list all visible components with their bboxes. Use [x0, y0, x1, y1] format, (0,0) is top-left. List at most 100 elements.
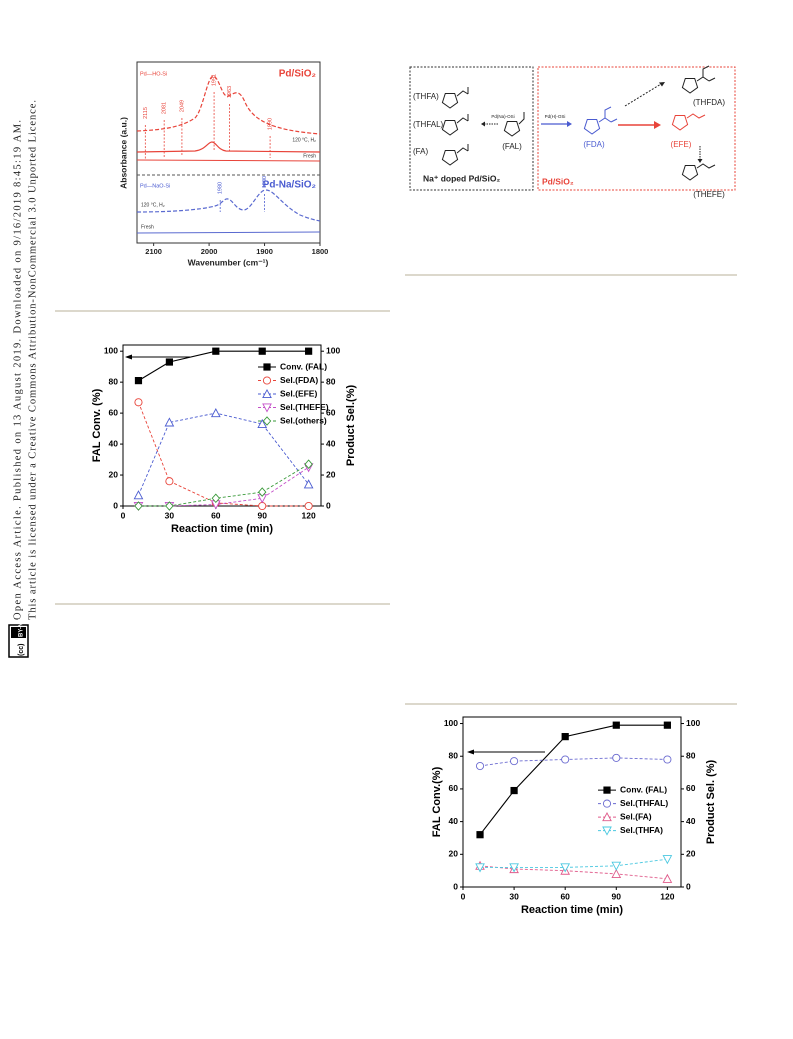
- y2-axis-label: Product Sel. (%): [705, 759, 717, 844]
- peak-label: 2081: [162, 102, 168, 114]
- ir-frame: [136, 61, 321, 244]
- plot-frame: [122, 344, 322, 507]
- ir-tag: Pd—NaO-Si: [140, 183, 170, 189]
- arrowhead: [567, 121, 572, 127]
- compound-label: (FDA): [583, 140, 605, 149]
- compound-label: (FA): [413, 147, 428, 156]
- compound-label: (THFA): [413, 92, 439, 101]
- ir-condition: 120 °C, H₂: [141, 202, 165, 208]
- x-axis-label: Reaction time (min): [521, 904, 623, 916]
- ir-figure: Pd—HO-Si Pd/SiO₂ 120 °C, H₂ Fresh Pd—NaO…: [118, 61, 328, 267]
- molecule-ring: [671, 115, 689, 131]
- axis-arrowhead: [467, 749, 474, 755]
- y2-tick-label: 60: [686, 783, 696, 793]
- y-tick-label: 80: [449, 750, 459, 760]
- marker: [134, 501, 143, 511]
- molecule-chain: [686, 113, 706, 119]
- ir-curve-pd-dashed: [136, 75, 321, 135]
- ir-curve-pdna-fresh: [136, 231, 321, 234]
- marker: [164, 417, 175, 427]
- peak-label: 1963: [227, 86, 233, 98]
- y-tick-label: 80: [109, 376, 119, 386]
- arrowhead: [654, 121, 661, 129]
- series-line: [479, 865, 668, 880]
- ir-curve-pd-fresh: [136, 159, 321, 162]
- x-tick-label: 0: [121, 510, 126, 520]
- molecule-chain: [456, 114, 469, 124]
- molecule-ring: [583, 119, 601, 135]
- series-line: [138, 466, 309, 507]
- legend-marker: [602, 799, 612, 808]
- marker: [165, 358, 174, 366]
- legend-label: Sel.(THFAL): [620, 798, 668, 808]
- x-tick-label: 30: [165, 510, 175, 520]
- molecule-ring: [441, 93, 459, 109]
- compound-label: (EFE): [671, 140, 692, 149]
- peak-label: 1900: [262, 176, 268, 188]
- y-axis-label: FAL Conv. (%): [91, 388, 103, 462]
- legend-marker: [262, 376, 272, 385]
- y2-tick-label: 100: [686, 718, 700, 728]
- marker: [258, 501, 267, 511]
- arrow-label: Pd(Na)-OSi: [491, 114, 514, 119]
- y-tick-label: 60: [449, 783, 459, 793]
- marker: [210, 408, 221, 418]
- ir-title: Pd-Na/SiO₂: [263, 180, 316, 191]
- y-tick-label: 20: [109, 469, 119, 479]
- marker: [133, 490, 144, 500]
- legend-marker: [262, 388, 272, 399]
- series-line: [138, 463, 309, 507]
- compound-label: (FAL): [502, 142, 522, 151]
- x-tick-label: 60: [560, 891, 570, 901]
- x-tick-label: 90: [612, 891, 622, 901]
- molecule-chain: [696, 163, 716, 169]
- arrowhead: [481, 121, 485, 127]
- ir-y-label: Absorbance (a.u.): [118, 117, 128, 189]
- y-tick-label: 40: [449, 816, 459, 826]
- arrowhead: [697, 159, 703, 163]
- access-note: Open Access Article. Published on 13 Aug…: [12, 120, 23, 620]
- peak-label: 1980: [218, 182, 224, 194]
- legend-label: Sel.(FDA): [280, 375, 318, 385]
- scheme-caption: Na⁺ doped Pd/SiO₂: [423, 173, 500, 183]
- marker: [561, 755, 570, 764]
- marker: [663, 721, 671, 729]
- marker: [165, 477, 174, 486]
- scheme-box: [409, 66, 534, 191]
- scheme-box: [537, 66, 736, 191]
- series-line: [480, 858, 668, 868]
- ir-condition: 120 °C, H₂: [292, 137, 316, 143]
- molecule-ring: [441, 150, 459, 166]
- arrow: [624, 83, 662, 107]
- marker: [560, 863, 571, 873]
- x-tick-label: 1900: [256, 247, 273, 256]
- marker: [258, 487, 267, 497]
- x-tick-label: 30: [509, 891, 519, 901]
- x-axis-label: Reaction time (min): [171, 523, 273, 535]
- legend-marker: [602, 826, 612, 836]
- y2-tick-label: 40: [686, 816, 696, 826]
- marker: [304, 459, 313, 469]
- y2-tick-label: 20: [326, 469, 336, 479]
- ir-curve-pdna-h2: [136, 189, 321, 222]
- y-tick-label: 20: [449, 849, 459, 859]
- y2-tick-label: 0: [686, 881, 691, 891]
- sidebar: Open Access Article. Published on 13 Aug…: [8, 100, 38, 658]
- marker: [305, 347, 313, 355]
- marker: [611, 868, 622, 878]
- x-tick-label: 2000: [201, 247, 218, 256]
- legend-marker: [262, 403, 272, 413]
- compound-label: (THFAL): [413, 120, 444, 129]
- y2-tick-label: 60: [326, 407, 336, 417]
- marker: [475, 761, 485, 771]
- molecule-chain: [456, 144, 469, 154]
- legend-marker: [603, 786, 611, 794]
- x-tick-label: 60: [211, 510, 221, 520]
- licence-note: This article is licensed under a Creativ…: [27, 100, 38, 620]
- peak-label: 2115: [143, 107, 149, 119]
- badge-text: BY-NC: [19, 618, 25, 637]
- series-line: [138, 412, 309, 496]
- marker: [165, 501, 174, 511]
- marker: [134, 398, 143, 407]
